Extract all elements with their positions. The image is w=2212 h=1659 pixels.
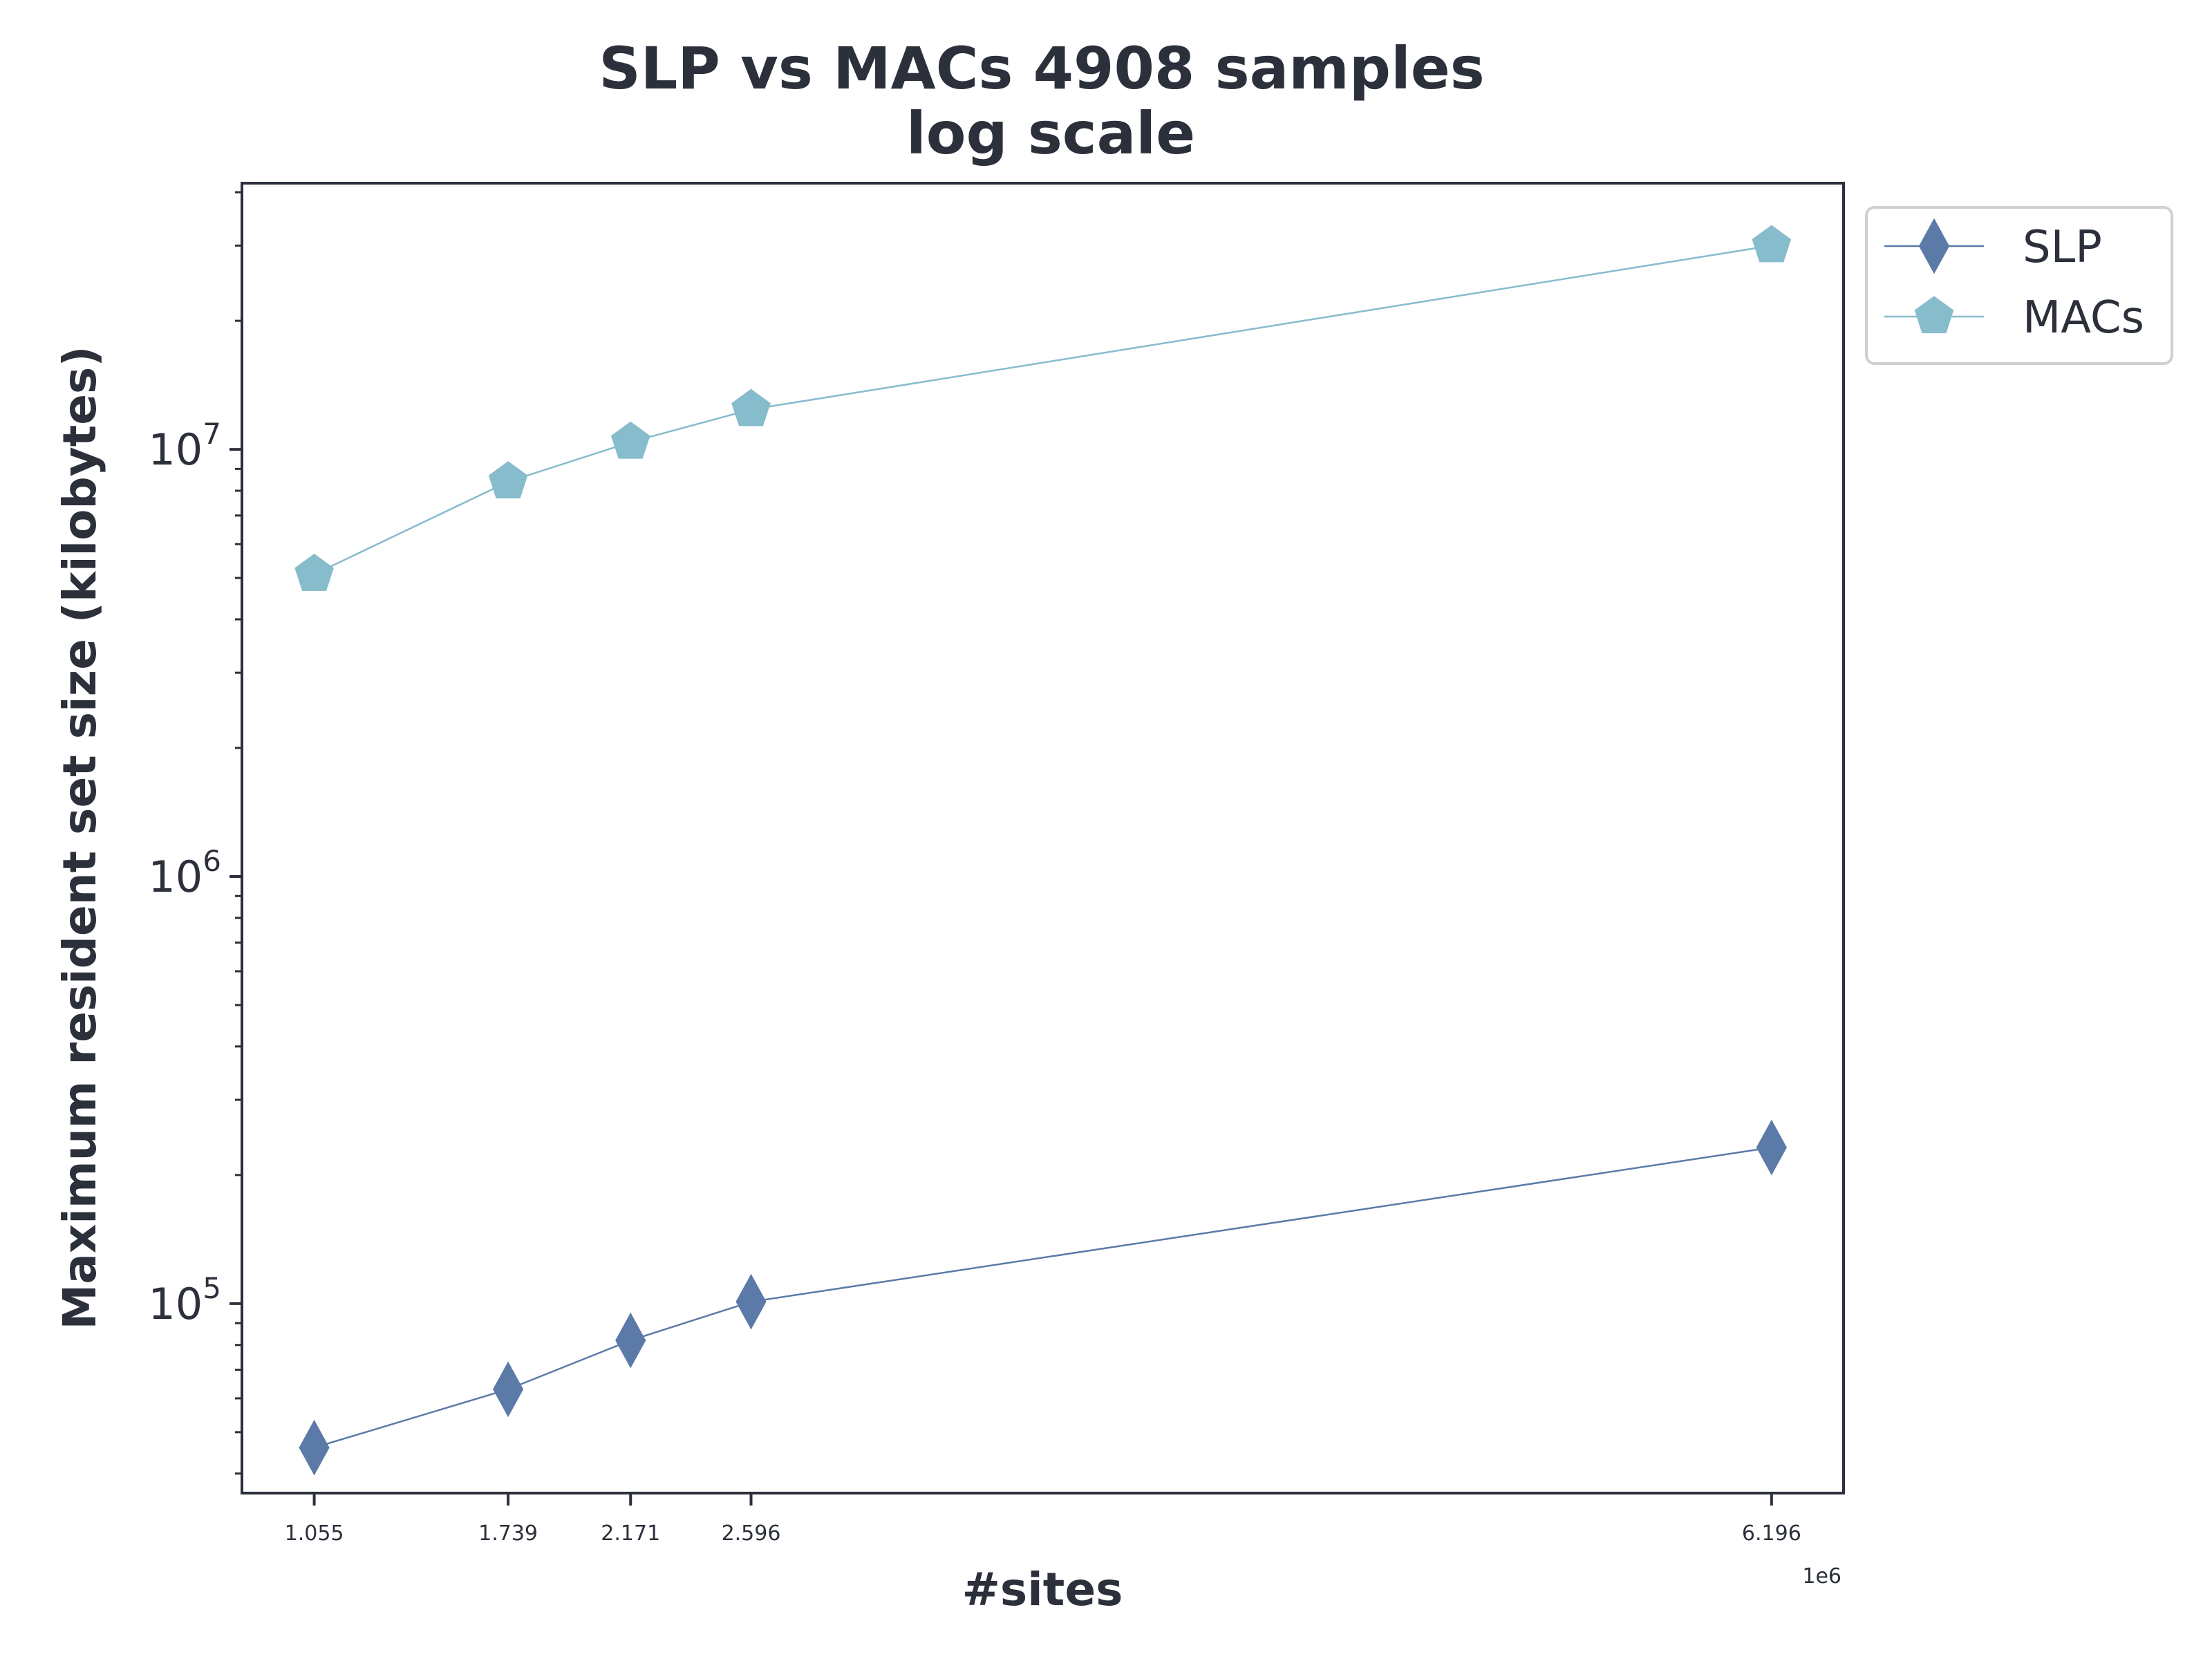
data-point-slp <box>1756 1119 1787 1176</box>
y-tick-exponent: 7 <box>203 417 221 451</box>
y-tick-label: 107 <box>148 417 221 475</box>
legend-entries: SLP MACs <box>1884 218 2144 344</box>
series-line-macs <box>314 245 1772 575</box>
series-lines <box>314 245 1772 1449</box>
legend-marker-slp <box>1918 218 1950 274</box>
data-point-macs <box>1752 225 1792 263</box>
x-tick-label: 1.739 <box>478 1521 538 1546</box>
x-tick-label: 1.055 <box>285 1521 344 1546</box>
legend-label-slp: SLP <box>2023 222 2102 273</box>
y-tick-base: 10 <box>148 852 203 902</box>
y-tick-label: 106 <box>148 844 221 902</box>
y-axis-label: Maximum resident set size (kilobytes) <box>53 346 106 1330</box>
series-markers <box>294 225 1792 1476</box>
chart-title: SLP vs MACs 4908 samples <box>599 35 1484 102</box>
chart-subtitle: log scale <box>906 100 1195 167</box>
data-point-macs <box>610 421 650 459</box>
y-tick-base: 10 <box>148 1279 203 1329</box>
plot-frame <box>241 182 1845 1494</box>
data-point-macs <box>488 461 528 498</box>
y-tick-base: 10 <box>148 424 203 475</box>
data-point-macs <box>294 554 334 591</box>
data-point-macs <box>731 388 771 427</box>
x-ticks: 1.055 1.739 2.171 2.596 6.196 <box>285 1493 1801 1546</box>
data-point-slp <box>615 1312 646 1369</box>
data-point-slp <box>299 1419 330 1476</box>
y-tick-label: 105 <box>148 1271 221 1329</box>
legend-marker-macs <box>1914 296 1954 334</box>
legend: SLP MACs <box>1865 206 2173 365</box>
legend-label-macs: MACs <box>2023 292 2144 344</box>
x-tick-label: 6.196 <box>1742 1521 1801 1546</box>
y-tick-exponent: 5 <box>203 1271 221 1305</box>
x-axis-label: #sites <box>962 1563 1123 1616</box>
x-offset-label: 1e6 <box>1802 1564 1841 1588</box>
y-tick-exponent: 6 <box>203 844 221 878</box>
series-line-slp <box>314 1146 1772 1449</box>
data-point-slp <box>735 1273 767 1330</box>
x-tick-label: 2.171 <box>601 1521 660 1546</box>
x-tick-label: 2.596 <box>722 1521 781 1546</box>
data-point-slp <box>492 1361 524 1418</box>
